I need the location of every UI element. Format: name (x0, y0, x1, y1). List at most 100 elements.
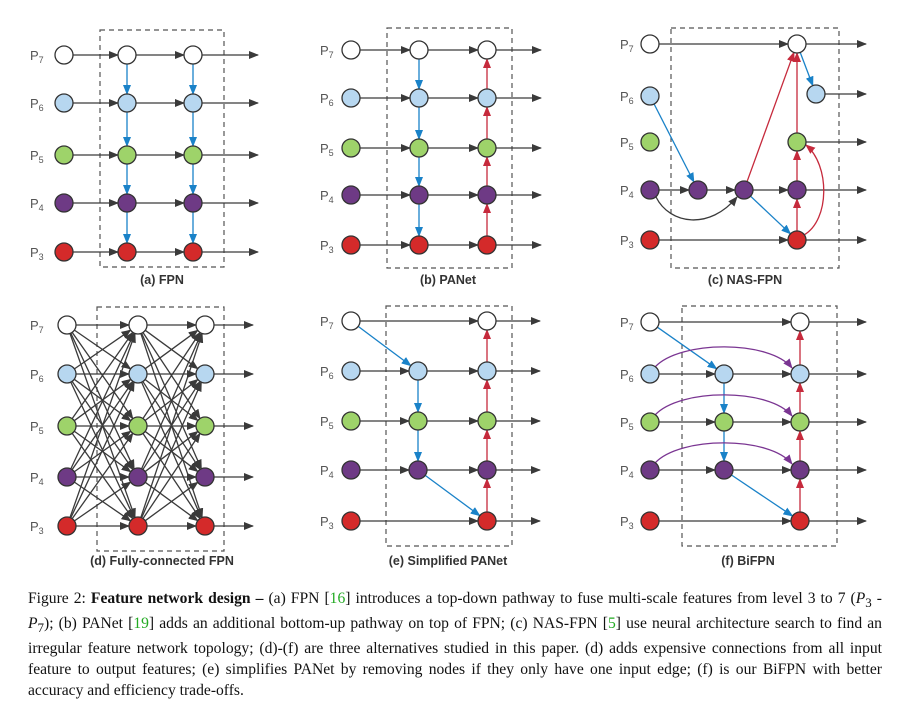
level-label-a-p6: P6 (30, 96, 44, 113)
node-c-in-p7 (640, 34, 660, 54)
node-d-out-p5 (195, 416, 215, 436)
node-e-in-p4 (341, 460, 361, 480)
node-c-in-p4 (640, 180, 660, 200)
node-e-out-p7 (477, 311, 497, 331)
panel-title-b: (b) PANet (420, 273, 477, 287)
node-a-td-p3 (117, 242, 137, 262)
caption-bold-title: Feature network design – (90, 590, 264, 607)
edge-d-l2-1-0 (144, 329, 199, 370)
level-label-f-p5: P5 (620, 415, 634, 432)
node-e-mid-p6 (408, 361, 428, 381)
node-a-out-p4 (183, 193, 203, 213)
level-label-a-p7: P7 (30, 48, 44, 65)
panel-title-f: (f) BiFPN (721, 554, 774, 568)
node-e-out-p6 (477, 361, 497, 381)
node-d-out-p4 (195, 467, 215, 487)
node-a-out-p5 (183, 145, 203, 165)
node-b-td-p7 (409, 40, 429, 60)
ref-link-19[interactable]: 19 (133, 615, 149, 633)
level-label-b-p7: P7 (320, 43, 334, 60)
edge-d-l2-4-0 (140, 332, 204, 518)
level-label-f-p7: P7 (620, 315, 634, 332)
level-label-c-p4: P4 (620, 183, 634, 200)
level-label-c-p6: P6 (620, 89, 634, 106)
node-c-in-p3 (640, 230, 660, 250)
node-d-mid-p7 (128, 315, 148, 335)
edge-d-l2-3-0 (141, 332, 202, 470)
node-d-in-p3 (57, 516, 77, 536)
level-label-e-p4: P4 (320, 463, 334, 480)
panel-box-a (99, 29, 225, 268)
edge-d-l1-4-2 (71, 432, 134, 520)
node-f-in-p4 (640, 460, 660, 480)
level-label-e-p3: P3 (320, 514, 334, 531)
node-f-in-p6 (640, 364, 660, 384)
node-a-in-p6 (54, 93, 74, 113)
edge-f-skip-p5 (654, 394, 793, 417)
node-b-td-p4 (409, 185, 429, 205)
node-a-td-p4 (117, 193, 137, 213)
panel-box-c (670, 27, 840, 269)
node-d-in-p6 (57, 364, 77, 384)
node-b-td-p5 (409, 138, 429, 158)
node-a-out-p7 (183, 45, 203, 65)
edge-d-l2-2-0 (142, 331, 201, 419)
node-c-mid-p4a (688, 180, 708, 200)
node-b-in-p7 (341, 40, 361, 60)
node-b-out-p3 (477, 235, 497, 255)
edge-c-curve-p4 (655, 196, 738, 221)
level-label-e-p7: P7 (320, 314, 334, 331)
feature-network-figure: P7 P6 P5 P4 P3 (a) FPN P7 P6 P5 P4 P3 (b) PANet P7 P6… (30, 27, 867, 568)
node-a-out-p3 (183, 242, 203, 262)
level-label-d-p4: P4 (30, 470, 44, 487)
figure-caption: Figure 2: Feature network design – (a) F… (28, 590, 882, 700)
level-label-b-p4: P4 (320, 188, 334, 205)
node-a-in-p5 (54, 145, 74, 165)
node-d-in-p5 (57, 416, 77, 436)
node-f-in-p5 (640, 412, 660, 432)
edge-f-skip-p6 (654, 346, 793, 369)
node-d-mid-p4 (128, 467, 148, 487)
node-a-out-p6 (183, 93, 203, 113)
node-e-in-p7 (341, 311, 361, 331)
node-f-in-p7 (640, 312, 660, 332)
node-c-out-p5 (787, 132, 807, 152)
edge-d-l1-4-3 (74, 481, 132, 522)
node-f-out-p3 (790, 511, 810, 531)
ref-link-16[interactable]: 16 (329, 590, 346, 607)
panel-box-f (681, 305, 838, 547)
level-label-f-p6: P6 (620, 367, 634, 384)
edge-e-p4-to-p3 (424, 474, 481, 517)
node-a-td-p7 (117, 45, 137, 65)
level-label-b-p3: P3 (320, 238, 334, 255)
edge-d-l2-4-1 (141, 381, 202, 519)
node-a-td-p5 (117, 145, 137, 165)
edge-c-p6-to-p4 (653, 103, 695, 183)
node-f-out-p5 (790, 412, 810, 432)
ref-link-5[interactable]: 5 (608, 615, 616, 633)
edge-c-curve-p3 (803, 144, 825, 236)
node-b-out-p7 (477, 40, 497, 60)
edge-d-l1-1-0 (74, 329, 132, 370)
level-label-f-p3: P3 (620, 514, 634, 531)
node-d-out-p7 (195, 315, 215, 335)
node-b-out-p6 (477, 88, 497, 108)
node-e-out-p3 (477, 511, 497, 531)
edge-d-l1-4-1 (70, 381, 135, 519)
edge-f-skip-p4 (654, 442, 793, 465)
level-label-d-p7: P7 (30, 318, 44, 335)
edge-d-l2-4-3 (144, 481, 199, 522)
node-d-mid-p3 (128, 516, 148, 536)
panel-title-a: (a) FPN (140, 273, 184, 287)
edge-d-l1-3-0 (70, 332, 135, 470)
panel-title-c: (c) NAS-FPN (708, 273, 782, 287)
level-label-c-p3: P3 (620, 233, 634, 250)
node-a-in-p7 (54, 45, 74, 65)
level-label-a-p4: P4 (30, 196, 44, 213)
level-label-f-p4: P4 (620, 463, 634, 480)
level-label-c-p7: P7 (620, 37, 634, 54)
edge-d-l2-4-2 (142, 432, 201, 519)
node-c-out-p6 (806, 84, 826, 104)
edge-c-p4-to-p7 (746, 51, 795, 182)
node-b-td-p3 (409, 235, 429, 255)
